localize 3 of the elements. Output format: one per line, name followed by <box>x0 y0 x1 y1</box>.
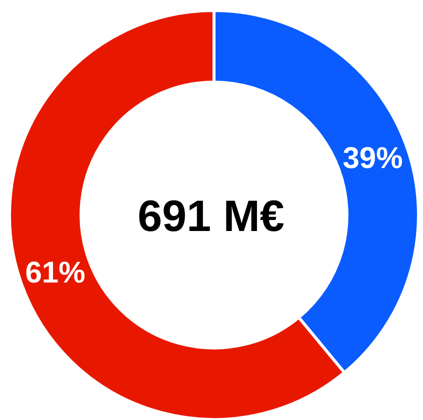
data-label: 61% <box>25 256 86 290</box>
data-label: 39% <box>342 142 403 176</box>
text: 691 M€ <box>138 192 284 242</box>
